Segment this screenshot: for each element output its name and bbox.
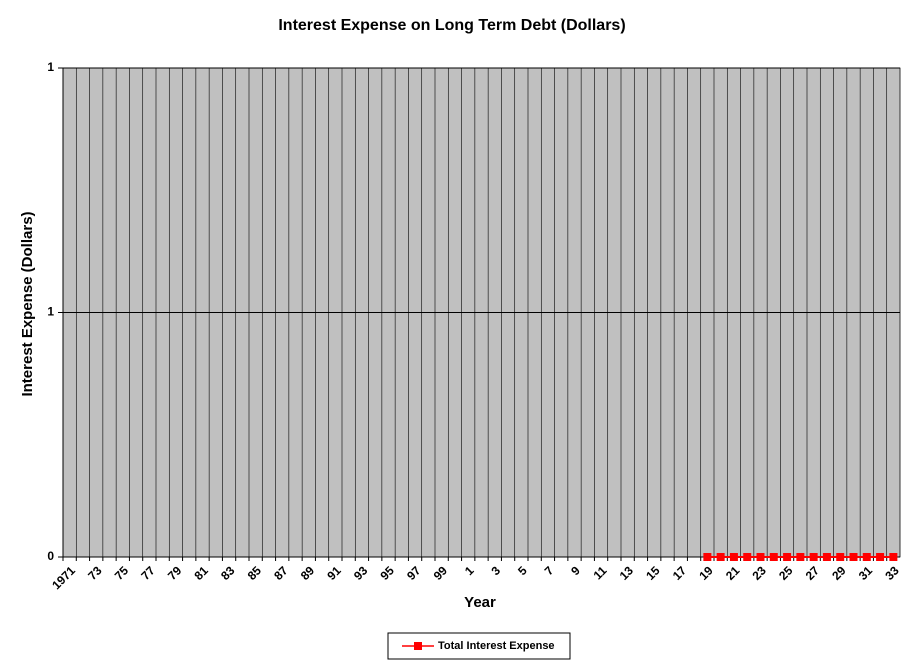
data-marker	[769, 553, 778, 561]
data-marker	[889, 553, 898, 561]
data-marker	[716, 553, 725, 561]
data-marker	[783, 553, 792, 561]
data-marker	[836, 553, 845, 561]
data-marker	[729, 553, 738, 561]
data-marker	[809, 553, 818, 561]
data-marker	[756, 553, 765, 561]
legend-marker	[414, 642, 422, 650]
data-marker	[743, 553, 752, 561]
data-marker	[796, 553, 805, 561]
y-tick-label: 1	[47, 305, 54, 319]
data-marker	[849, 553, 858, 561]
data-marker	[862, 553, 871, 561]
y-tick-label: 0	[47, 549, 54, 563]
chart-title: Interest Expense on Long Term Debt (Doll…	[278, 17, 625, 34]
data-marker	[822, 553, 831, 561]
x-axis-title: Year	[464, 594, 496, 611]
y-tick-label: 1	[47, 60, 54, 74]
data-marker	[876, 553, 885, 561]
y-axis-title: Interest Expense (Dollars)	[19, 211, 36, 396]
data-marker	[703, 553, 712, 561]
legend-label: Total Interest Expense	[438, 640, 555, 652]
